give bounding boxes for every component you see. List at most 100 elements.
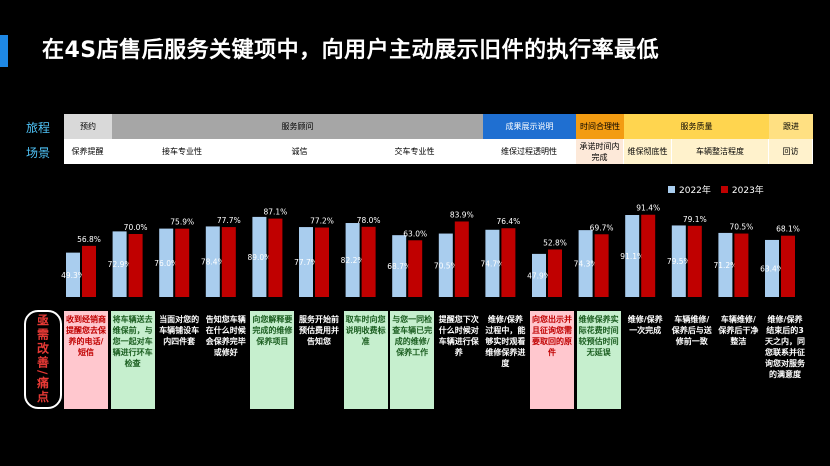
bar-2022	[765, 239, 779, 297]
bar-2022	[485, 229, 500, 297]
pain-point-cell: 维修/保养一次完成	[627, 315, 663, 335]
bar-2022	[718, 232, 733, 297]
journey-stage: 跟进	[769, 114, 813, 139]
data-label-2022: 82.2%	[341, 256, 365, 265]
bar-2022	[671, 225, 686, 297]
data-label-2023: 69.7%	[590, 223, 614, 232]
bar-2023	[82, 245, 96, 297]
journey-stage: 服务顾问	[112, 114, 483, 139]
scene-row-label: 场景	[25, 146, 50, 160]
pain-point-cell: 将车辆送去维保前，与您一起对车辆进行环车检查	[110, 311, 155, 409]
pain-point-cell: 取车时向您说明收费标准	[343, 311, 388, 409]
bar-2023	[454, 221, 469, 297]
title-accent-bar	[0, 35, 8, 67]
bar-2022	[345, 223, 360, 297]
data-label-2023: 52.8%	[543, 238, 567, 247]
scene-cell: 维保彻底性	[624, 139, 672, 164]
bar-2023	[734, 233, 749, 297]
data-label-2023: 70.5%	[729, 223, 753, 232]
legend-2023: 2023年	[720, 183, 764, 196]
data-label-2022: 79.5%	[667, 257, 691, 266]
pain-point-cell: 收到经销商提醒您去保养的电话/短信	[64, 311, 108, 409]
bar-2023	[501, 228, 516, 297]
scene-cell: 接车专业性	[112, 139, 253, 164]
bar-2022	[578, 230, 593, 297]
data-label-2023: 70.0%	[124, 223, 148, 232]
bar-2022	[66, 252, 80, 297]
legend-2022: 2022年	[668, 183, 711, 196]
data-label-2023: 91.4%	[636, 204, 660, 213]
data-label-2023: 83.9%	[450, 210, 474, 219]
data-label-2023: 56.8%	[77, 235, 101, 244]
bar-2023	[315, 227, 329, 297]
pain-points-label: 亟需改善/痛点	[24, 310, 62, 409]
data-label-2022: 74.7%	[480, 259, 504, 268]
journey-stage: 时间合理性	[576, 114, 624, 139]
data-label-2023: 87.1%	[263, 208, 287, 217]
pain-point-cell: 提醒您下次什么时候对车辆进行保养	[438, 315, 479, 357]
data-label-2023: 76.4%	[496, 217, 520, 226]
bar-chart: 49.3% 56.8% 72.9% 70.0% 76.0% 75.9% 78.4% 77.7%…	[61, 204, 800, 297]
data-label-2023: 77.7%	[217, 216, 241, 225]
data-label-2023: 75.9%	[170, 218, 194, 227]
data-label-2022: 78.4%	[201, 258, 225, 267]
journey-stage: 预约	[64, 114, 112, 139]
pain-point-cell: 与您一同检查车辆已完成的维修/保养工作	[390, 311, 435, 409]
bar-2022	[438, 233, 453, 297]
data-label-2022: 47.9%	[527, 271, 551, 280]
data-label-2023: 79.1%	[683, 215, 707, 224]
scene-cell: 车辆整洁程度	[672, 139, 769, 164]
pain-point-cell: 告知您车辆在什么时候会保养完毕或修好	[205, 315, 246, 357]
legend-2023-label: 2023年	[731, 186, 764, 196]
data-label-2023: 63.0%	[403, 229, 427, 238]
page-title: 在4S店售后服务关键项中，向用户主动展示旧件的执行率最低	[42, 38, 660, 63]
pain-point-cell: 当面对您的车辆铺设车内四件套	[159, 315, 200, 346]
bar-2022	[159, 228, 174, 297]
data-label-2022: 71.2%	[713, 261, 737, 270]
bar-2023	[175, 228, 190, 297]
bar-2022	[532, 253, 546, 297]
journey-stage: 服务质量	[624, 114, 769, 139]
legend-2023-swatch	[720, 186, 728, 193]
chart-legend: 2022年 2023年	[668, 183, 764, 196]
journey-stage: 成果展示说明	[483, 114, 576, 139]
data-label-2022: 74.3%	[574, 260, 598, 269]
bar-2023	[594, 234, 609, 297]
scene-cell: 诚信	[253, 139, 347, 164]
scene-cell: 维保过程透明性	[483, 139, 576, 164]
bar-2022	[252, 216, 267, 297]
data-label-2022: 89.0%	[247, 253, 271, 262]
pain-point-cell: 车辆维修/保养后与送修前一致	[671, 315, 712, 346]
pain-point-cell: 车辆维修/保养后干净整洁	[718, 315, 759, 346]
scene-cell: 回访	[769, 139, 813, 164]
pain-point-cell: 服务开始前预估费用并告知您	[299, 315, 339, 346]
pain-point-cell: 维修保养实际花费时间较预估时间无延误	[576, 311, 621, 409]
pain-point-cell: 维修/保养过程中，能够实时观看维修保养进度	[485, 315, 526, 368]
pain-point-cell: 向您出示并且征询您需要取回的原件	[530, 311, 574, 409]
bar-2023	[128, 234, 143, 297]
pain-point-cell: 向您解释要完成的维修保养项目	[250, 311, 295, 409]
bar-2022	[205, 226, 220, 297]
data-label-2022: 77.7%	[294, 258, 318, 267]
data-label-2022: 70.5%	[434, 261, 458, 270]
bar-2023	[361, 226, 376, 297]
journey-row-label: 旅程	[25, 121, 50, 135]
pain-point-cell: 维修/保养结束后的3天之内，同您联系并征询您对服务的满意度	[765, 315, 805, 379]
bar-2023	[548, 249, 562, 297]
data-label-2022: 49.3%	[61, 271, 85, 280]
bar-2023	[268, 218, 283, 297]
bar-2023	[221, 227, 236, 297]
bar-2022	[299, 227, 313, 297]
data-label-2022: 91.1%	[620, 252, 644, 261]
scene-cell: 保养提醒	[64, 139, 112, 164]
bar-2022	[392, 235, 407, 297]
data-label-2022: 68.7%	[387, 262, 411, 271]
bar-2023	[687, 225, 702, 297]
legend-2022-label: 2022年	[679, 186, 711, 196]
scene-cell: 承诺时间内完成	[576, 139, 624, 164]
data-label-2023: 78.0%	[357, 216, 381, 225]
bar-2023	[641, 214, 656, 297]
data-label-2022: 76.0%	[154, 259, 178, 268]
scene-cell: 交车专业性	[347, 139, 483, 164]
legend-2022-swatch	[668, 186, 675, 193]
